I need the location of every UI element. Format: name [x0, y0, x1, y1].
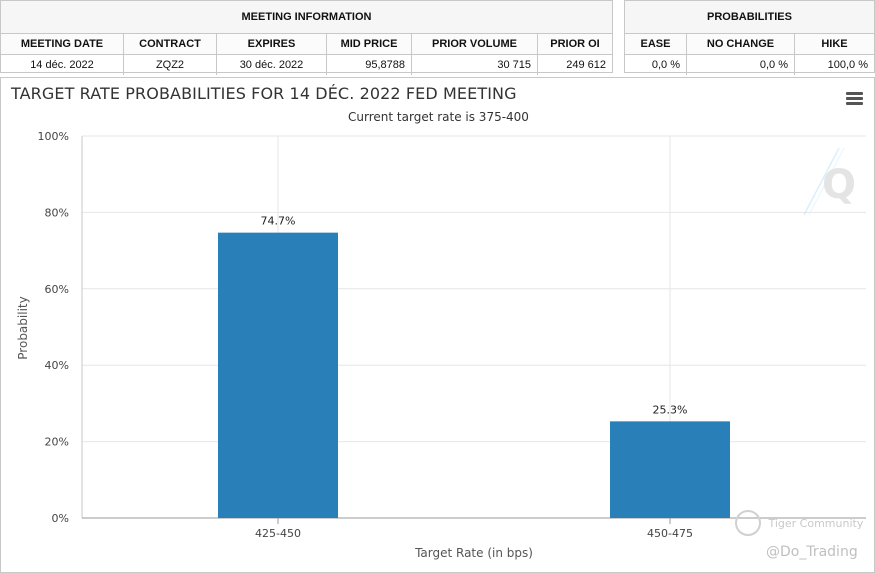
- brand-watermark-letter: Q: [822, 162, 856, 208]
- col-no-change: NO CHANGE: [686, 34, 794, 54]
- bar-425-450[interactable]: [218, 232, 338, 518]
- tiger-community-watermark: Tiger Community: [735, 510, 863, 536]
- y-axis-title: Probability: [16, 296, 30, 359]
- bar-layer: [218, 232, 730, 518]
- tiger-logo-icon: [735, 510, 761, 536]
- col-prior-oi: PRIOR OI: [537, 34, 612, 54]
- chart-menu-icon[interactable]: [846, 92, 863, 106]
- bar-450-475[interactable]: [610, 421, 730, 518]
- chart-title: TARGET RATE PROBABILITIES FOR 14 DÉC. 20…: [11, 84, 517, 103]
- data-label: 25.3%: [653, 403, 688, 416]
- y-tick-label: 20%: [45, 436, 69, 449]
- brand-watermark-icon: Q: [803, 147, 856, 216]
- label-layer: 0% 20% 40% 60% 80% 100% 74.7% 425-450 25.3% 450-4…: [38, 130, 693, 540]
- meeting-information-title: MEETING INFORMATION: [1, 1, 612, 34]
- hike-value: 100,0 %: [794, 55, 874, 75]
- probabilities-value-row: 0,0 % 0,0 % 100,0 %: [625, 55, 874, 75]
- y-tick-label: 60%: [45, 283, 69, 296]
- expires-value: 30 déc. 2022: [216, 55, 326, 75]
- x-axis-title: Target Rate (in bps): [414, 546, 533, 560]
- y-tick-label: 40%: [45, 359, 69, 372]
- y-tick-label: 0%: [52, 512, 69, 525]
- meeting-information-value-row: 14 déc. 2022 ZQZ2 30 déc. 2022 95,8788 3…: [1, 55, 612, 75]
- probabilities-title: PROBABILITIES: [625, 1, 874, 34]
- meeting-date-value: 14 déc. 2022: [30, 59, 94, 71]
- mid-price-value: 95,8788: [326, 55, 411, 75]
- handle-watermark: @Do_Trading: [766, 544, 858, 560]
- col-meeting-date: MEETING DATE: [1, 34, 123, 54]
- prior-oi-value: 249 612: [537, 55, 612, 75]
- meeting-information-panel: MEETING INFORMATION MEETING DATE CONTRAC…: [0, 0, 613, 75]
- data-label: 74.7%: [261, 215, 296, 228]
- x-tick-label: 450-475: [647, 527, 693, 540]
- col-prior-volume: PRIOR VOLUME: [411, 34, 537, 54]
- col-hike: HIKE: [794, 34, 874, 54]
- prior-volume-value: 30 715: [411, 55, 537, 75]
- y-tick-label: 100%: [38, 130, 69, 143]
- ease-value: 0,0 %: [651, 59, 680, 71]
- meeting-information-header-row: MEETING DATE CONTRACT EXPIRES MID PRICE …: [1, 34, 612, 55]
- no-change-value: 0,0 %: [686, 55, 794, 75]
- col-mid-price: MID PRICE: [326, 34, 411, 54]
- chart-subtitle: Current target rate is 375-400: [348, 110, 529, 124]
- contract-value: ZQZ2: [123, 55, 216, 75]
- tiger-community-text: Tiger Community: [768, 516, 864, 530]
- probabilities-header-row: EASE NO CHANGE HIKE: [625, 34, 874, 55]
- grid-layer: [81, 135, 866, 524]
- x-tick-label: 425-450: [255, 527, 301, 540]
- col-contract: CONTRACT: [123, 34, 216, 54]
- y-tick-label: 80%: [45, 206, 69, 219]
- target-rate-chart: TARGET RATE PROBABILITIES FOR 14 DÉC. 20…: [0, 77, 875, 573]
- col-expires: EXPIRES: [216, 34, 326, 54]
- probabilities-panel: PROBABILITIES EASE NO CHANGE HIKE 0,0 % …: [624, 0, 875, 75]
- chart-plot-svg: 0% 20% 40% 60% 80% 100% 74.7% 425-450 25.3% 450-4…: [16, 130, 866, 560]
- col-ease: EASE: [625, 34, 686, 54]
